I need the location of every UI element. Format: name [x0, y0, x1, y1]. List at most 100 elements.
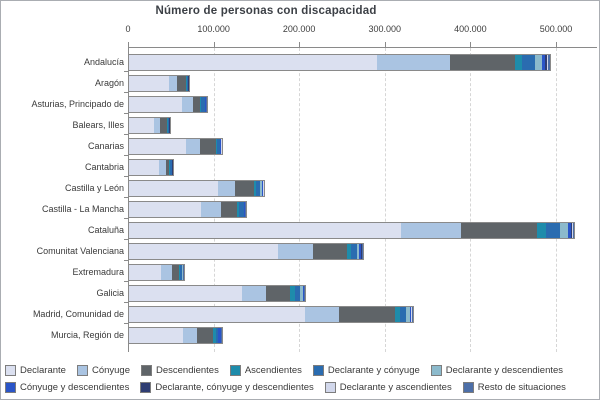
bar-segment: [357, 244, 360, 259]
category-label: Murcia, Región de: [50, 330, 124, 340]
bar-segment: [160, 265, 172, 280]
x-axis-tick: [299, 42, 301, 47]
legend-swatch-icon: [430, 364, 442, 376]
bar-segment: [571, 223, 573, 238]
legend-label: Declarante y cónyuge: [327, 364, 420, 376]
bar-segment: [235, 181, 254, 196]
legend-swatch-icon: [312, 364, 324, 376]
y-axis-tick: [124, 155, 128, 156]
bar-segment: [201, 202, 221, 217]
bar-segment: [217, 328, 219, 343]
category-label: Galicia: [96, 288, 124, 298]
bar-segment: [218, 181, 236, 196]
legend-label: Resto de situaciones: [477, 381, 566, 393]
bar-segment: [347, 244, 352, 259]
bar-segment: [547, 55, 549, 70]
bar-row: [128, 96, 208, 113]
bar-row: [128, 180, 266, 197]
bar-row: [128, 264, 185, 281]
chart-title: Número de personas con discapacidad: [155, 5, 377, 17]
bar-segment: [361, 244, 363, 259]
legend-item: Cónyuge: [76, 364, 130, 376]
y-axis-tick: [124, 260, 128, 261]
bar-row: [128, 117, 172, 134]
legend-label: Cónyuge y descendientes: [20, 381, 130, 393]
y-axis-line: [128, 47, 129, 352]
category-label: Extremadura: [72, 267, 124, 277]
bar-segment: [219, 139, 221, 154]
category-label: Comunitat Valenciana: [36, 246, 124, 256]
gridline: [213, 48, 215, 352]
x-axis-tick: [128, 42, 129, 47]
bar-segment: [545, 223, 560, 238]
bar-segment: [168, 76, 178, 91]
bar-segment: [182, 97, 193, 112]
legend-swatch-icon: [140, 364, 152, 376]
bar-row: [128, 54, 551, 71]
bar-segment: [313, 244, 348, 259]
bar-segment: [218, 328, 221, 343]
bar-segment: [411, 307, 412, 322]
y-axis-tick: [124, 281, 128, 282]
y-axis-tick: [124, 176, 128, 177]
category-label: Canarias: [87, 141, 124, 151]
y-axis-tick: [124, 71, 128, 72]
legend-item: Declarante: [5, 364, 66, 376]
bar-segment: [521, 55, 536, 70]
bar-row: [128, 285, 307, 302]
bar-segment: [245, 202, 246, 217]
bar-segment: [129, 139, 187, 154]
legend: Declarante Cónyuge Descendientes Ascendient…: [5, 362, 597, 396]
bar-segment: [129, 97, 183, 112]
bar-segment: [262, 181, 263, 196]
category-label: Madrid, Comunidad de: [32, 309, 124, 319]
bar-segment: [220, 202, 238, 217]
bar-segment: [263, 181, 265, 196]
bar-segment: [573, 223, 575, 238]
bar-segment: [410, 307, 412, 322]
bar-segment: [406, 307, 410, 322]
bar-segment: [395, 307, 400, 322]
bar-segment: [178, 265, 180, 280]
bar-segment: [160, 118, 168, 133]
bar-segment: [537, 223, 546, 238]
bar-row: [128, 138, 224, 155]
bar-row: [128, 75, 191, 92]
bar-segment: [216, 328, 218, 343]
bar-segment: [169, 160, 172, 175]
bar-segment: [200, 97, 202, 112]
legend-item: Declarante y cónyuge: [312, 364, 420, 376]
y-axis-tick: [124, 302, 128, 303]
gridline: [299, 48, 301, 352]
bar-segment: [192, 97, 201, 112]
category-label: Castilla - La Mancha: [41, 204, 124, 214]
legend-row: Declarante Cónyuge Descendientes Ascendient…: [5, 362, 597, 378]
bar-row: [128, 327, 223, 344]
bar-segment: [129, 160, 159, 175]
bar-segment: [401, 223, 462, 238]
bar-segment: [165, 160, 169, 175]
bar-segment: [129, 223, 402, 238]
x-axis-tick: [556, 42, 557, 47]
bar-segment: [399, 307, 407, 322]
bar-row: [128, 159, 175, 176]
bar-segment: [351, 244, 358, 259]
bar-segment: [545, 55, 548, 70]
x-axis-tick-label: 200.000: [282, 24, 316, 34]
bar-segment: [548, 55, 550, 70]
legend-swatch-icon: [462, 381, 474, 393]
bar-row: [128, 243, 365, 260]
bar-segment: [259, 181, 263, 196]
x-axis-line: [128, 47, 597, 48]
bar-segment: [187, 76, 189, 91]
legend-item: Resto de situaciones: [462, 381, 566, 393]
bar-segment: [295, 286, 301, 301]
legend-item: Descendientes: [140, 364, 219, 376]
gridline: [556, 48, 557, 352]
legend-row: Cónyuge y descendientes Declarante, cónyu…: [5, 379, 597, 395]
bar-segment: [129, 307, 305, 322]
legend-item: Declarante y ascendientes: [324, 381, 452, 393]
y-axis-tick: [124, 92, 128, 93]
bar-segment: [338, 307, 396, 322]
bar-segment: [541, 55, 546, 70]
